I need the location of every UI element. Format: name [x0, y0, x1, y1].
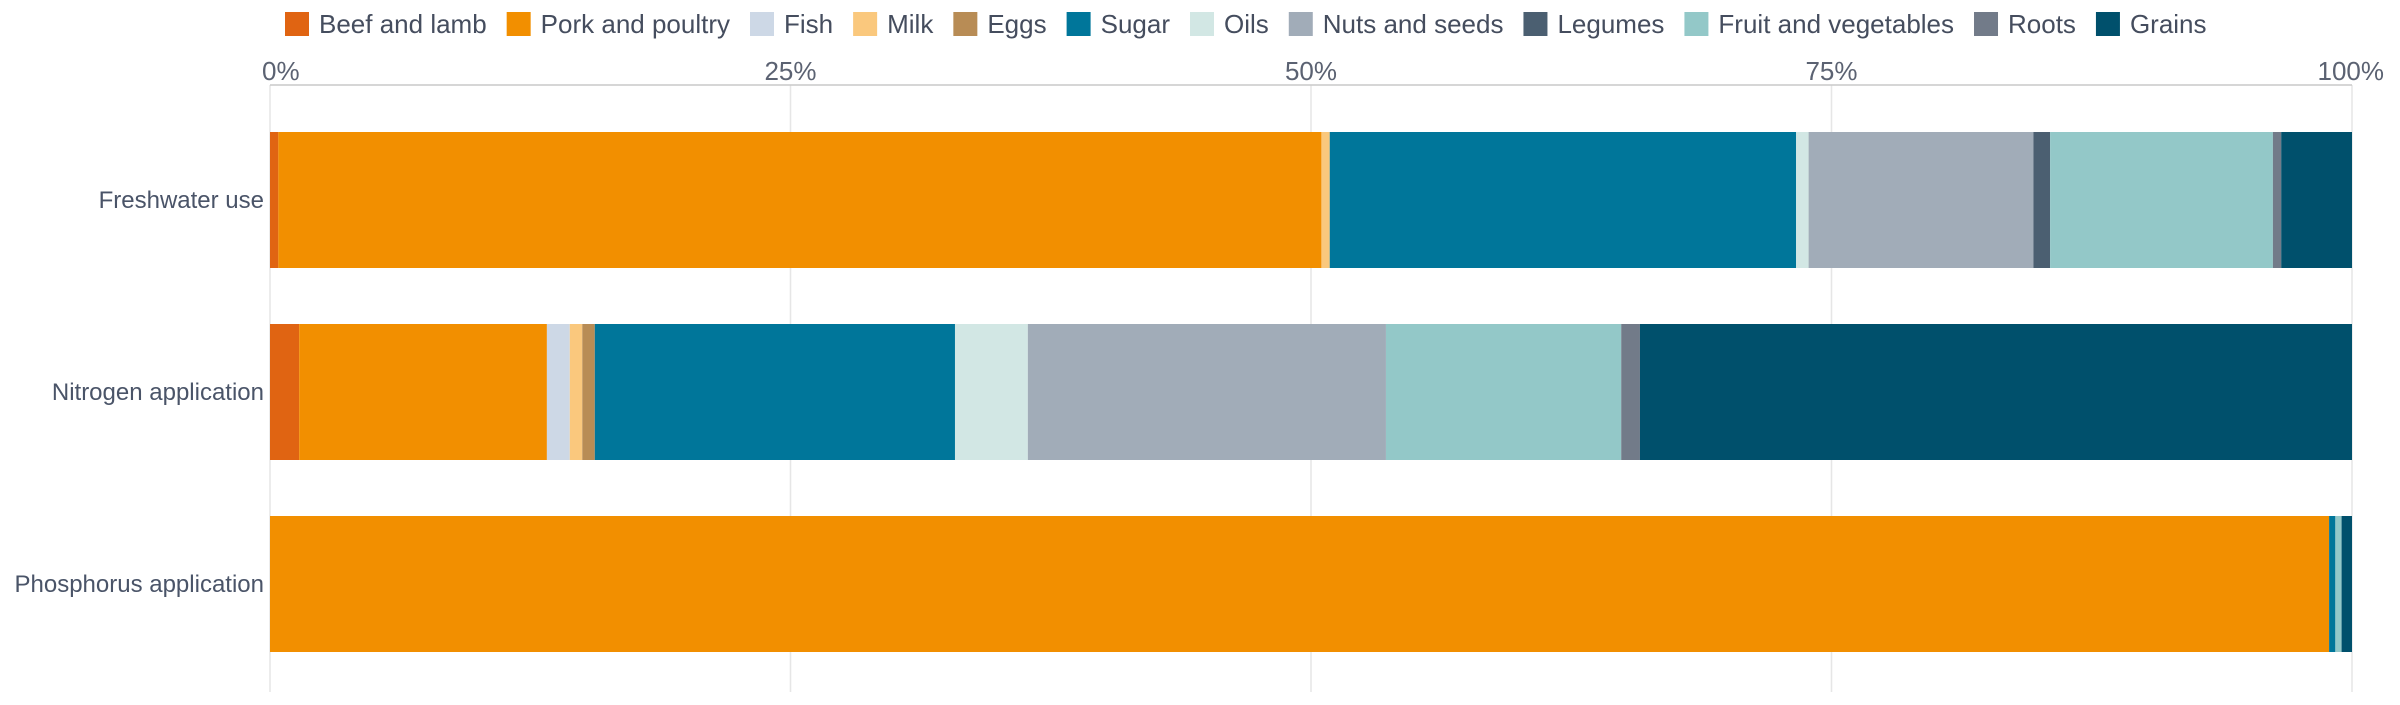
bar-segment-freshwater-use-nuts-and-seeds — [1808, 132, 2034, 268]
x-axis: 0% 25% 50% 75% 100% — [262, 56, 2384, 86]
legend-swatch-nuts-and-seeds — [1288, 12, 1313, 36]
legend-label-fish: Fish — [784, 9, 833, 39]
legend-label-nuts-and-seeds: Nuts and seeds — [1323, 9, 1504, 39]
bar-segment-nitrogen-application-grains — [1639, 324, 2352, 460]
category-label-phosphorus-application: Phosphorus application — [14, 571, 264, 598]
bar-segment-freshwater-use-fruit-and-vegetables — [2050, 132, 2273, 268]
legend-swatch-sugar — [1066, 12, 1091, 36]
bar-segment-nitrogen-application-nuts-and-seeds — [1027, 324, 1386, 460]
legend-swatch-fruit-and-vegetables — [1684, 12, 1709, 36]
legend-swatch-oils — [1190, 12, 1214, 36]
legend-label-eggs: Eggs — [987, 9, 1046, 39]
bar-segment-nitrogen-application-eggs — [582, 324, 595, 460]
bar-segment-freshwater-use-oils — [1796, 132, 1809, 268]
legend-label-fruit-and-vegetables: Fruit and vegetables — [1718, 9, 1954, 39]
bar-segment-freshwater-use-grains — [2281, 132, 2352, 268]
bar-segment-freshwater-use-sugar — [1329, 132, 1797, 268]
category-label-freshwater-use: Freshwater use — [99, 187, 264, 214]
bar-segment-phosphorus-application-fruit-and-vegetables — [2335, 516, 2342, 652]
legend-label-grains: Grains — [2130, 9, 2207, 39]
legend-swatch-roots — [1974, 12, 1999, 36]
legend-label-sugar: Sugar — [1101, 9, 1171, 39]
bar-segment-nitrogen-application-roots — [1621, 324, 1640, 460]
category-label-nitrogen-application: Nitrogen application — [52, 379, 264, 406]
x-tick-label-75: 75% — [1805, 56, 1857, 86]
legend-label-oils: Oils — [1224, 9, 1269, 39]
legend-swatch-milk — [853, 12, 878, 36]
legend-swatch-pork-and-poultry — [506, 12, 531, 36]
legend-label-milk: Milk — [887, 9, 934, 39]
legend-swatch-legumes — [1523, 12, 1548, 36]
legend-label-pork-and-poultry: Pork and poultry — [541, 9, 730, 39]
x-tick-label-25: 25% — [764, 56, 816, 86]
bar-segment-nitrogen-application-beef-and-lamb — [270, 324, 300, 460]
bar-segment-phosphorus-application-grains — [2341, 516, 2352, 652]
x-tick-label-0: 0% — [262, 56, 300, 86]
bar-group-phosphorus-application — [270, 516, 2352, 652]
x-tick-label-50: 50% — [1285, 56, 1337, 86]
bar-segment-nitrogen-application-fruit-and-vegetables — [1385, 324, 1622, 460]
legend-label-legumes: Legumes — [1557, 9, 1664, 39]
bar-segment-freshwater-use-legumes — [2033, 132, 2051, 268]
legend-label-beef-and-lamb: Beef and lamb — [319, 9, 487, 39]
legend-swatch-eggs — [953, 12, 978, 36]
bar-segment-nitrogen-application-sugar — [594, 324, 955, 460]
bar-segment-freshwater-use-milk — [1321, 132, 1330, 268]
bar-segment-nitrogen-application-pork-and-poultry — [299, 324, 547, 460]
bar-segment-nitrogen-application-oils — [954, 324, 1028, 460]
bar-segment-phosphorus-application-pork-and-poultry — [270, 516, 2330, 652]
category-labels: Freshwater use Nitrogen application Phosph… — [14, 187, 264, 598]
bar-segment-freshwater-use-beef-and-lamb — [270, 132, 279, 268]
legend-swatch-grains — [2095, 12, 2120, 36]
bar-segment-nitrogen-application-milk — [569, 324, 583, 460]
bar-segment-nitrogen-application-fish — [546, 324, 570, 460]
bar-segment-freshwater-use-pork-and-poultry — [278, 132, 1322, 268]
legend-swatch-beef-and-lamb — [285, 12, 309, 36]
x-tick-label-100: 100% — [2318, 56, 2385, 86]
legend-label-roots: Roots — [2008, 9, 2076, 39]
bar-segment-phosphorus-application-sugar — [2329, 516, 2336, 652]
legend: Beef and lamb Pork and poultry Fish Milk Egg… — [285, 9, 2207, 39]
bar-group-nitrogen-application — [270, 324, 2352, 460]
bar-segment-freshwater-use-roots — [2272, 132, 2282, 268]
legend-swatch-fish — [750, 12, 774, 36]
bars — [270, 132, 2352, 652]
bar-group-freshwater-use — [270, 132, 2352, 268]
